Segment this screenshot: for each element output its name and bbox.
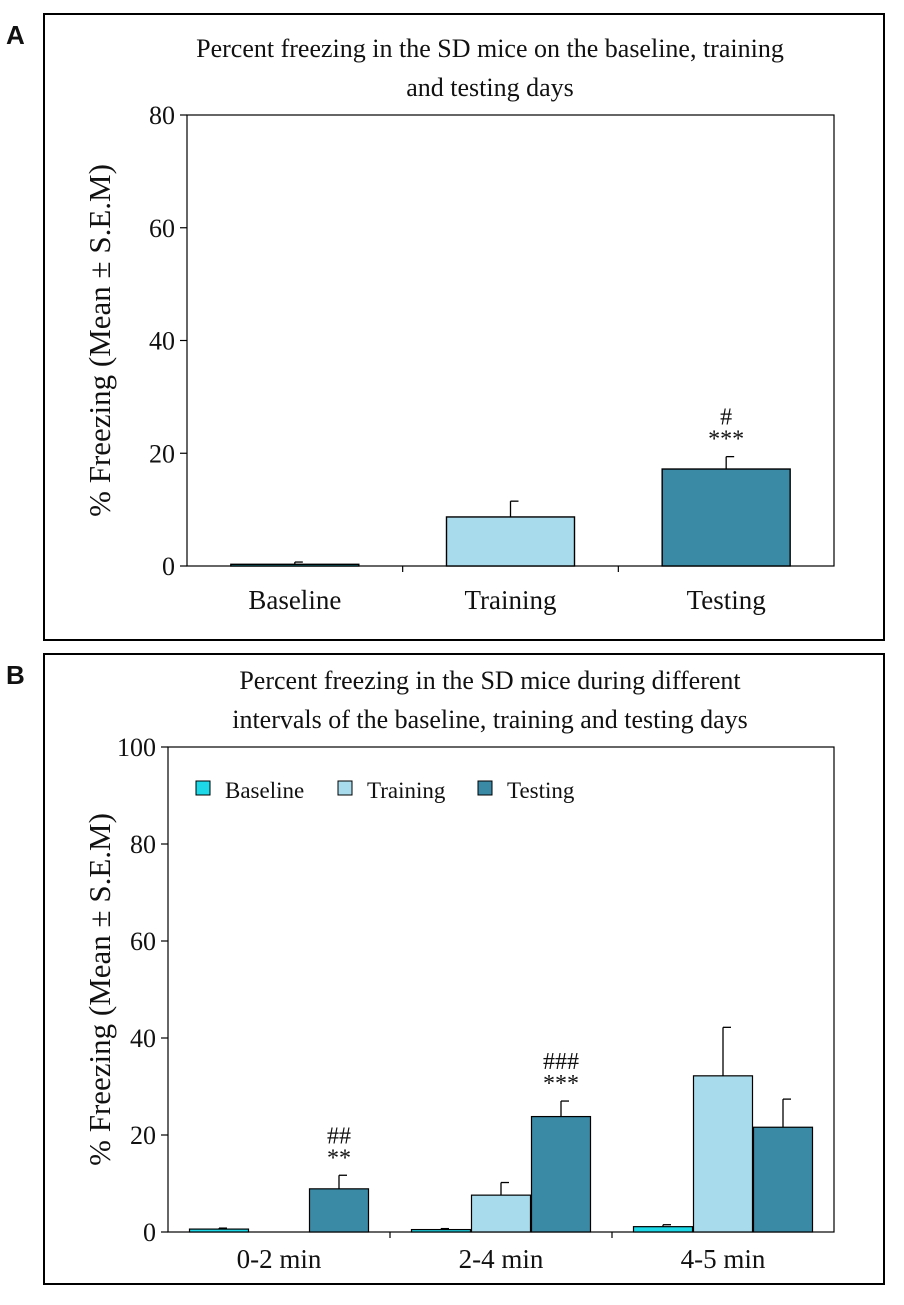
chart-b-bar-testing xyxy=(308,1188,370,1233)
chart-a-y-tick-label: 80 xyxy=(149,101,175,130)
chart-b: 0 20 40 60 80 100 Percent freezing in the SD m… xyxy=(82,666,835,1274)
chart-b-bar-training xyxy=(470,1194,532,1233)
chart-a-significance-label: *** xyxy=(708,427,744,453)
panel-b-frame xyxy=(43,653,885,1285)
panel-a-letter: A xyxy=(6,20,25,50)
chart-a-x-tick-label: Training xyxy=(464,585,556,615)
chart-b-legend-swatch-baseline xyxy=(195,780,211,796)
chart-b-y-tick-label: 20 xyxy=(130,1121,156,1150)
chart-a-x-tick-label: Baseline xyxy=(248,585,341,615)
chart-b-y-tick-label: 100 xyxy=(117,733,156,762)
chart-a-y-tick-label: 60 xyxy=(149,214,175,243)
chart-a-y-axis-label: % Freezing (Mean ± S.E.M) xyxy=(82,164,117,517)
chart-a-y-tick-label: 40 xyxy=(149,327,175,356)
chart-a-x-tick-label: Testing xyxy=(687,585,766,615)
chart-a-significance-label: # xyxy=(720,405,732,431)
chart-a-title-line: and testing days xyxy=(406,73,574,102)
chart-b-x-tick-label: 4-5 min xyxy=(681,1244,766,1274)
chart-a-bar-baseline xyxy=(230,563,360,567)
chart-b-legend: Baseline Training Testing xyxy=(195,778,575,803)
chart-b-x-tick-label: 0-2 min xyxy=(237,1244,322,1274)
chart-b-title-line: intervals of the baseline, training and … xyxy=(232,705,748,734)
chart-b-significance-label: *** xyxy=(543,1071,579,1097)
chart-a-bar-training xyxy=(445,516,576,567)
chart-b-y-axis-label: % Freezing (Mean ± S.E.M) xyxy=(82,813,117,1166)
panel-b-letter: B xyxy=(6,660,25,690)
chart-b-bar-baseline xyxy=(188,1228,250,1233)
chart-b-bar-baseline xyxy=(410,1228,472,1233)
chart-b-y-tick-label: 40 xyxy=(130,1024,156,1053)
chart-a-bar-testing xyxy=(661,468,791,567)
chart-a-title-line: Percent freezing in the SD mice on the b… xyxy=(196,34,784,63)
chart-b-bar-baseline xyxy=(632,1226,694,1233)
chart-a-y-tick-label: 20 xyxy=(149,439,175,468)
chart-b-bar-testing xyxy=(752,1126,814,1233)
chart-b-y-tick-label: 80 xyxy=(130,830,156,859)
chart-b-legend-label: Training xyxy=(367,778,446,803)
chart-b-bar-training xyxy=(692,1075,754,1233)
chart-b-y-tick-label: 60 xyxy=(130,927,156,956)
chart-b-significance-label: ### xyxy=(543,1049,579,1075)
chart-b-legend-label: Testing xyxy=(507,778,575,803)
chart-a-y-tick-label: 0 xyxy=(162,552,175,581)
chart-b-legend-swatch-training xyxy=(337,780,353,796)
chart-b-significance-label: ** xyxy=(327,1145,351,1171)
chart-b-title-line: Percent freezing in the SD mice during d… xyxy=(239,666,741,695)
chart-b-legend-swatch-testing xyxy=(477,780,493,796)
panel-a-frame xyxy=(43,13,885,641)
chart-b-x-tick-label: 2-4 min xyxy=(459,1244,544,1274)
chart-b-y-tick-label: 0 xyxy=(143,1218,156,1247)
chart-b-significance-label: ## xyxy=(327,1123,351,1149)
chart-b-bar-testing xyxy=(530,1115,592,1233)
chart-a: 0 20 40 60 80 Percent freezing in the SD mice… xyxy=(82,34,835,615)
chart-b-legend-label: Baseline xyxy=(225,778,304,803)
